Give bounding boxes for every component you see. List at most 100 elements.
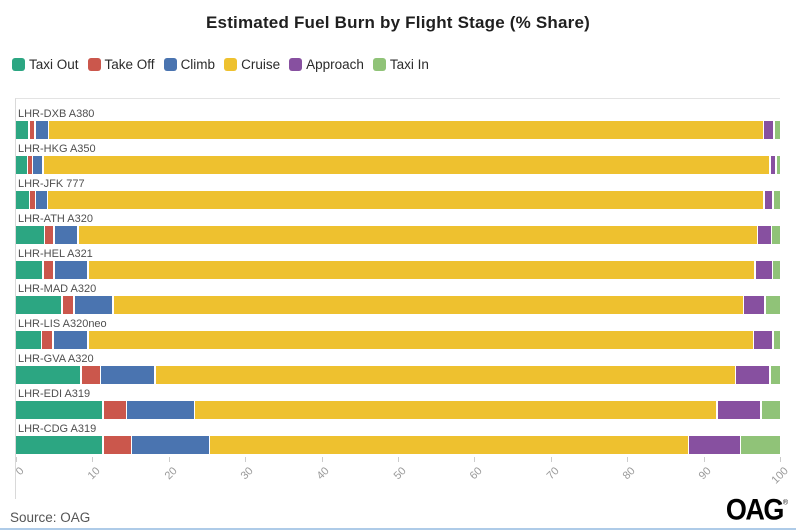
bar-track: [16, 331, 780, 349]
legend-label: Taxi In: [389, 57, 429, 72]
bar-segment-approach: [754, 331, 773, 349]
legend-label: Take Off: [104, 57, 155, 72]
bar-segment-taxi-in: [773, 331, 780, 349]
legend-item-take-off: Take Off: [87, 57, 155, 72]
x-tick-mark: [92, 457, 94, 462]
bar-segment-taxi-out: [16, 226, 44, 244]
bar-segment-cruise: [195, 401, 717, 419]
bar-segment-climb: [54, 226, 78, 244]
bar-segment-taxi-out: [16, 121, 29, 139]
bar-track: [16, 226, 780, 244]
bar-segment-cruise: [88, 331, 753, 349]
bar-row-label: LHR-CDG A319: [18, 423, 97, 435]
x-tick-label: 100: [769, 465, 791, 487]
legend-swatch-taxi-out: [12, 58, 25, 71]
bar-row-label: LHR-JFK 777: [18, 178, 85, 190]
bar-segment-take-off: [29, 121, 35, 139]
bar-segment-cruise: [49, 121, 763, 139]
bar-segment-taxi-out: [16, 296, 62, 314]
legend-label: Cruise: [241, 57, 281, 72]
bar-row: LHR-ATH A320: [16, 212, 780, 244]
bar-segment-approach: [764, 121, 774, 139]
bar-row: LHR-DXB A380: [16, 107, 780, 139]
bar-row: LHR-GVA A320: [16, 352, 780, 384]
bar-row-label: LHR-GVA A320: [18, 353, 94, 365]
bar-segment-approach: [689, 436, 740, 454]
bar-segment-taxi-out: [16, 156, 27, 174]
bar-segment-climb: [101, 366, 155, 384]
x-tick-mark: [627, 457, 629, 462]
bar-row: LHR-EDI A319: [16, 387, 780, 419]
bar-segment-take-off: [45, 226, 54, 244]
bar-segment-take-off: [62, 296, 74, 314]
bar-segment-approach: [770, 156, 776, 174]
legend: Taxi Out Take Off Climb Cruise Approach Taxi …: [12, 57, 796, 72]
bar-segment-approach: [717, 401, 761, 419]
x-tick-label: 60: [467, 465, 485, 483]
bar-segment-climb: [74, 296, 113, 314]
registered-trademark-icon: ®: [782, 498, 788, 507]
bar-segment-taxi-in: [776, 156, 780, 174]
bar-segment-approach: [744, 296, 765, 314]
x-tick-label: 70: [544, 465, 562, 483]
bar-segment-taxi-in: [772, 226, 780, 244]
bar-track: [16, 121, 780, 139]
bar-segment-take-off: [103, 401, 126, 419]
x-tick-label: 50: [391, 465, 409, 483]
source-note: Source: OAG: [10, 510, 91, 525]
x-axis: 0 10 20 30 40 50 60 70 80 90 100: [14, 457, 790, 499]
bar-segment-taxi-out: [16, 436, 103, 454]
bar-row-label: LHR-HKG A350: [18, 143, 96, 155]
bar-segment-taxi-in: [761, 401, 780, 419]
chart-area: LHR-DXB A380 LHR-HKG A350 LHR-JFK 777 LHR-A…: [14, 98, 790, 499]
bar-segment-taxi-out: [16, 331, 41, 349]
x-tick-mark: [780, 457, 781, 462]
x-tick-label: 90: [696, 465, 715, 483]
legend-label: Approach: [306, 57, 364, 72]
x-tick-label: 20: [162, 465, 180, 483]
bar-segment-climb: [127, 401, 194, 419]
bar-row-label: LHR-LIS A320neo: [18, 318, 107, 330]
legend-label: Climb: [180, 57, 216, 72]
oag-logo-text: OAG: [725, 493, 785, 526]
x-tick-label: 10: [85, 465, 103, 483]
bar-segment-cruise: [78, 226, 757, 244]
bar-segment-taxi-in: [774, 121, 780, 139]
legend-item-taxi-in: Taxi In: [372, 57, 429, 72]
bar-row-label: LHR-ATH A320: [18, 213, 93, 225]
legend-swatch-take-off: [87, 58, 101, 71]
bar-track: [16, 261, 781, 279]
bar-segment-taxi-out: [16, 191, 29, 209]
bar-segment-climb: [53, 331, 88, 349]
bar-row-label: LHR-MAD A320: [18, 283, 97, 295]
bar-track: [16, 191, 780, 209]
oag-logo: OAG®: [726, 494, 788, 527]
bar-segment-taxi-in: [765, 296, 780, 314]
legend-swatch-taxi-in: [372, 58, 386, 71]
bar-segment-cruise: [113, 296, 743, 314]
x-tick-label: 40: [314, 465, 333, 483]
bar-track: [16, 366, 780, 384]
bar-segment-climb: [54, 261, 88, 279]
bar-segment-take-off: [42, 331, 53, 349]
bar-segment-climb: [132, 436, 209, 454]
bar-segment-taxi-in: [770, 366, 780, 384]
legend-item-taxi-out: Taxi Out: [12, 57, 79, 72]
chart-title: Estimated Fuel Burn by Flight Stage (% S…: [206, 13, 590, 32]
x-tick-mark: [16, 457, 17, 462]
bar-segment-climb: [35, 121, 48, 139]
bar-segment-climb: [36, 191, 47, 209]
bar-row-label: LHR-EDI A319: [18, 388, 91, 400]
x-tick-label: 80: [620, 465, 638, 483]
bar-segment-take-off: [28, 156, 32, 174]
bar-segment-approach: [736, 366, 770, 384]
bar-row: LHR-MAD A320: [16, 282, 780, 314]
legend-swatch-approach: [289, 58, 303, 71]
bar-segment-taxi-out: [16, 401, 103, 419]
x-tick-mark: [245, 457, 247, 462]
bar-segment-approach: [758, 226, 771, 244]
bar-segment-cruise: [48, 191, 764, 209]
x-tick-mark: [474, 457, 476, 462]
bar-segment-cruise: [43, 156, 770, 174]
x-tick-mark: [168, 457, 170, 462]
